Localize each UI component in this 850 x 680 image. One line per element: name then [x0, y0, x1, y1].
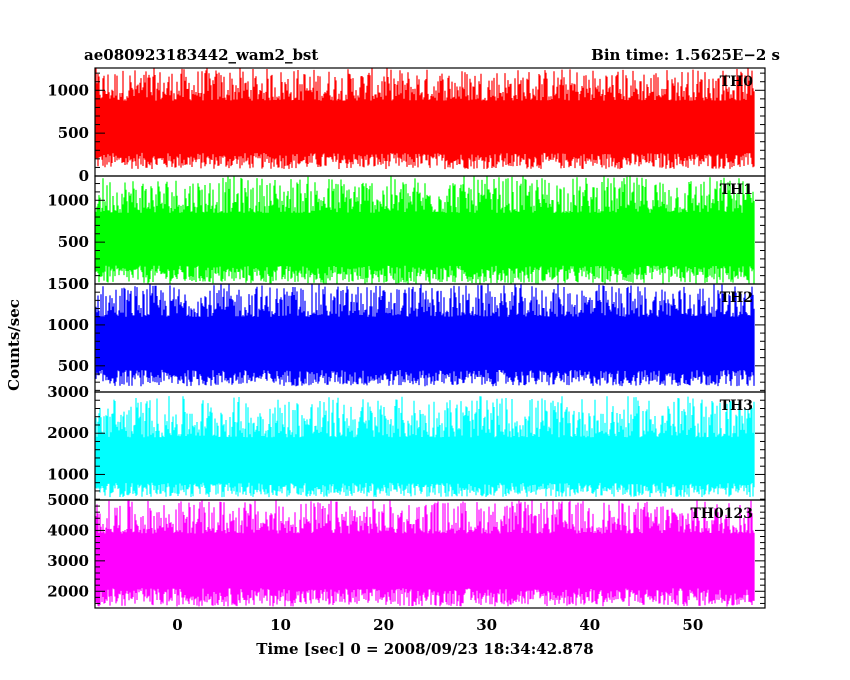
- panel-label-th0123: TH0123: [690, 506, 753, 522]
- y-tick-label: 3000: [47, 383, 89, 401]
- y-ticks: 0 500 1000: [47, 72, 765, 185]
- y-tick-label: 2000: [47, 582, 89, 600]
- y-tick-label: 1500: [47, 275, 89, 293]
- x-tick-label: 0: [172, 616, 182, 634]
- x-tick-label: 10: [270, 616, 291, 634]
- y-tick-label: 2000: [47, 424, 89, 442]
- panel-frame: [94, 499, 766, 609]
- series-th1-trace: [95, 176, 755, 284]
- y-ticks: 2000 3000 4000 5000: [47, 491, 765, 604]
- panel-label-th1: TH1: [720, 182, 753, 198]
- y-tick-label: 0: [79, 275, 89, 293]
- series-th0123-trace: [95, 500, 755, 607]
- panel-th3: 1000 2000 3000 TH3: [47, 383, 766, 501]
- y-tick-label: 4000: [47, 521, 89, 539]
- panel-th1: 0 500 1000 TH1: [47, 175, 766, 293]
- panel-th2: 500 1000 1500 TH2: [47, 275, 766, 393]
- x-tick-label: 50: [682, 616, 703, 634]
- panel-label-th3: TH3: [720, 398, 753, 414]
- y-tick-label: 1000: [47, 465, 89, 483]
- chart-title-left: ae080923183442_wam2_bst: [84, 46, 318, 64]
- y-axis-label: Counts/sec: [5, 299, 23, 391]
- y-tick-label: 3000: [47, 552, 89, 570]
- y-tick-label: 0: [79, 167, 89, 185]
- chart-title-right: Bin time: 1.5625E−2 s: [591, 46, 780, 64]
- series-th0-trace: [95, 68, 755, 170]
- y-tick-label: 500: [58, 233, 89, 251]
- series-th3-trace: [95, 396, 755, 498]
- y-tick-label: 500: [58, 124, 89, 142]
- x-tick-label: 30: [476, 616, 497, 634]
- x-tick-label: 40: [579, 616, 600, 634]
- y-tick-label: 1000: [47, 81, 89, 99]
- y-ticks: 0 500 1000: [47, 183, 765, 293]
- y-tick-label: 500: [58, 357, 89, 375]
- panel-th0123: 2000 3000 4000 5000 TH0123: [47, 491, 766, 609]
- panel-label-th2: TH2: [720, 290, 753, 306]
- y-tick-label: 1000: [47, 191, 89, 209]
- y-tick-label: 5000: [47, 491, 89, 509]
- y-ticks: 500 1000 1500: [47, 275, 765, 391]
- panels-group: 0 500 1000 TH0 0 500 1000 TH1 500 1000 1500 TH2 1000…: [47, 67, 766, 609]
- panel-th0: 0 500 1000 TH0: [47, 67, 766, 185]
- panel-label-th0: TH0: [720, 74, 754, 90]
- x-axis: 0 10 20 30 40 50: [172, 616, 703, 634]
- x-axis-label: Time [sec] 0 = 2008/09/23 18:34:42.878: [256, 640, 593, 658]
- y-ticks: 1000 2000 3000: [47, 383, 765, 500]
- series-th2-trace: [95, 284, 755, 387]
- x-tick-label: 20: [373, 616, 394, 634]
- y-tick-label: 1000: [47, 316, 89, 334]
